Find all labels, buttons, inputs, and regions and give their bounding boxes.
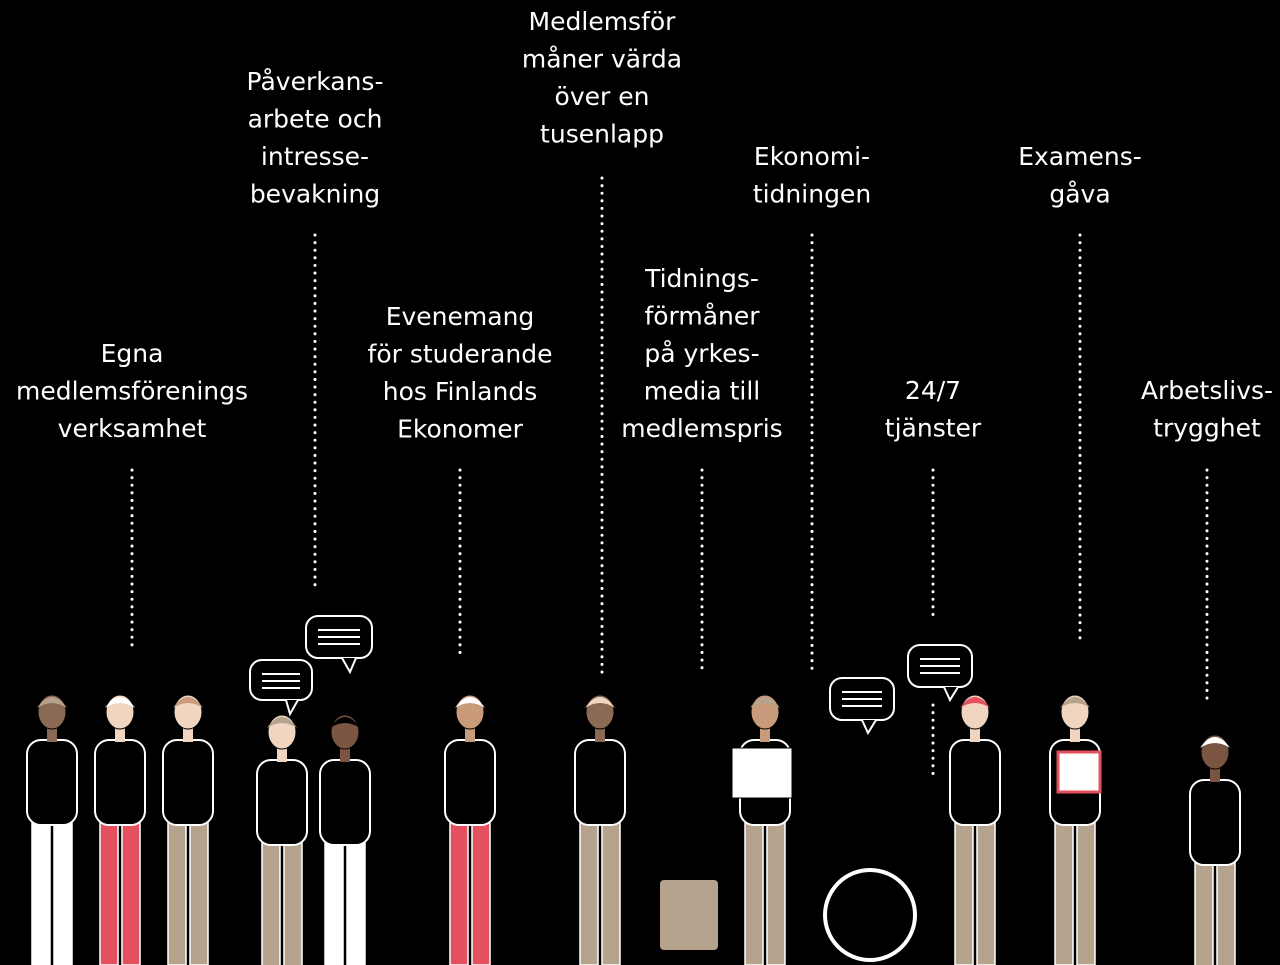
legs [325, 835, 343, 965]
label-line: Egna [101, 339, 164, 368]
torso [445, 740, 495, 825]
label-line: medlemsförenings [16, 377, 248, 406]
label-line: över en [555, 82, 650, 111]
legs [32, 815, 50, 965]
label-line: förmåner [644, 302, 760, 331]
neck [970, 728, 980, 742]
illustration: Egna medlemsförenings verksamhet Påverkans-… [0, 0, 1280, 965]
label-line: gåva [1049, 180, 1110, 209]
legs [580, 815, 598, 965]
label-line: arbete och [248, 105, 383, 134]
legs [168, 815, 186, 965]
neck [277, 748, 287, 762]
legs [262, 835, 280, 965]
neck [1070, 728, 1080, 742]
legs [100, 815, 118, 965]
torso [163, 740, 213, 825]
suitcase [660, 880, 718, 950]
neck [47, 728, 57, 742]
neck [595, 728, 605, 742]
label-line: bevakning [250, 180, 380, 209]
legs [54, 815, 72, 965]
legs [450, 815, 468, 965]
legs [284, 835, 302, 965]
legs [1217, 855, 1235, 965]
torso [95, 740, 145, 825]
label-line: media till [644, 377, 760, 406]
legs [190, 815, 208, 965]
label-line: Ekonomer [397, 415, 524, 444]
legs [955, 815, 973, 965]
label-line: på yrkes- [644, 339, 759, 368]
legs [1055, 815, 1073, 965]
neck [115, 728, 125, 742]
torso [1190, 780, 1240, 865]
legs [1195, 855, 1213, 965]
label-line: tidningen [753, 180, 871, 209]
label-line: för studerande [368, 340, 553, 369]
label-line: intresse- [261, 142, 369, 171]
legs [472, 815, 490, 965]
gift [1058, 752, 1100, 792]
torso [575, 740, 625, 825]
legs [767, 815, 785, 965]
legs [602, 815, 620, 965]
label-line: medlemspris [621, 414, 782, 443]
label-line: Påverkans- [247, 67, 384, 96]
label-line: Evenemang [386, 302, 535, 331]
legs [1077, 815, 1095, 965]
label-line: verksamhet [58, 414, 207, 443]
torso [27, 740, 77, 825]
legs [122, 815, 140, 965]
torso [950, 740, 1000, 825]
neck [760, 728, 770, 742]
label-line: hos Finlands [383, 377, 537, 406]
torso [257, 760, 307, 845]
label-line: tjänster [885, 414, 982, 443]
label-line: trygghet [1153, 414, 1261, 443]
page: Egna medlemsförenings verksamhet Påverkans-… [0, 0, 1280, 965]
label-line: 24/7 [905, 376, 961, 405]
neck [465, 728, 475, 742]
label-line: Ekonomi- [754, 142, 870, 171]
paper [732, 748, 792, 798]
label-line: Medlemsför [529, 7, 677, 36]
torso [320, 760, 370, 845]
label-line: Arbetslivs- [1141, 376, 1273, 405]
label-line: måner värda [522, 45, 682, 74]
neck [340, 748, 350, 762]
label-line: Examens- [1018, 142, 1142, 171]
neck [1210, 768, 1220, 782]
neck [183, 728, 193, 742]
label-line: tusenlapp [540, 120, 664, 149]
legs [977, 815, 995, 965]
legs [347, 835, 365, 965]
legs [745, 815, 763, 965]
label-line: Tidnings- [644, 264, 759, 293]
